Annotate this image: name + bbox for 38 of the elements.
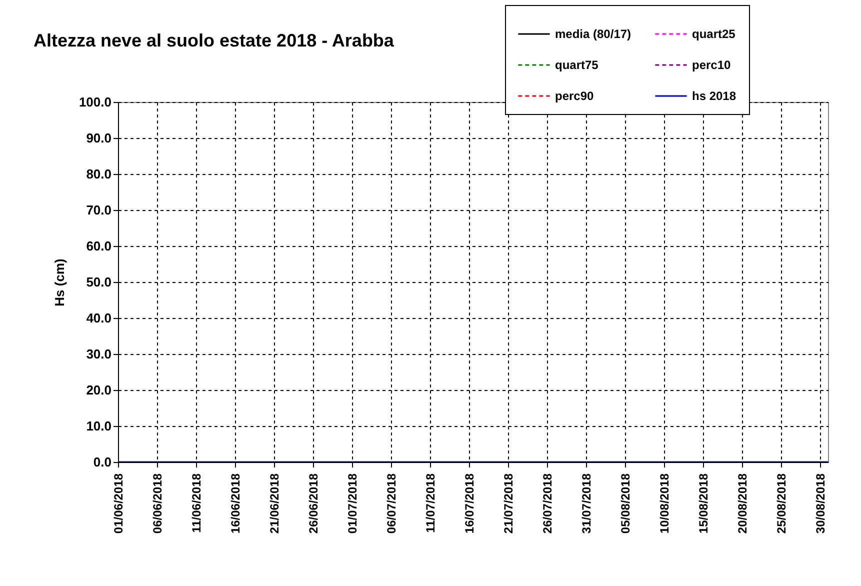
x-tick-label: 11/06/2018	[190, 473, 204, 533]
y-tick-label: 10.0	[86, 418, 112, 434]
x-tick-label: 30/08/2018	[814, 473, 828, 534]
y-tick-label: 70.0	[86, 202, 112, 218]
y-tick-label: 100.0	[78, 94, 112, 110]
x-tick-label: 01/06/2018	[112, 473, 126, 534]
x-tick-label: 06/07/2018	[384, 473, 399, 534]
y-tick-label: 50.0	[86, 274, 112, 290]
x-tick-label: 25/08/2018	[774, 473, 789, 534]
legend-label: quart25	[692, 27, 736, 41]
y-tick-label: 60.0	[86, 238, 112, 254]
legend-label: perc90	[555, 89, 594, 103]
x-tick-label: 05/08/2018	[618, 473, 633, 534]
legend-label: quart75	[555, 58, 599, 72]
x-tick-label: 26/07/2018	[540, 473, 555, 534]
x-tick-label: 16/07/2018	[462, 473, 477, 534]
x-tick-label: 16/06/2018	[228, 473, 243, 534]
chart-title: Altezza neve al suolo estate 2018 - Arabba	[33, 30, 395, 50]
y-tick-label: 0.0	[93, 454, 112, 470]
y-tick-label: 20.0	[86, 382, 112, 398]
x-tick-label: 15/08/2018	[696, 473, 711, 534]
x-tick-label: 31/07/2018	[580, 473, 594, 534]
x-tick-label: 26/06/2018	[306, 473, 321, 534]
y-tick-label: 80.0	[86, 166, 112, 182]
x-tick-label: 10/08/2018	[658, 473, 672, 534]
x-tick-label: 11/07/2018	[424, 473, 438, 533]
legend-label: hs 2018	[692, 89, 736, 103]
legend-label: media (80/17)	[555, 27, 632, 41]
y-tick-label: 40.0	[86, 310, 112, 326]
y-axis-title: Hs (cm)	[52, 258, 67, 306]
x-tick-label: 21/07/2018	[502, 473, 516, 534]
legend-label: perc10	[692, 58, 732, 72]
x-tick-label: 06/06/2018	[150, 473, 165, 534]
y-tick-label: 30.0	[86, 346, 112, 362]
x-tick-label: 20/08/2018	[736, 473, 750, 534]
x-tick-label: 01/07/2018	[346, 473, 360, 534]
y-tick-label: 90.0	[86, 130, 112, 146]
x-tick-label: 21/06/2018	[268, 473, 282, 534]
